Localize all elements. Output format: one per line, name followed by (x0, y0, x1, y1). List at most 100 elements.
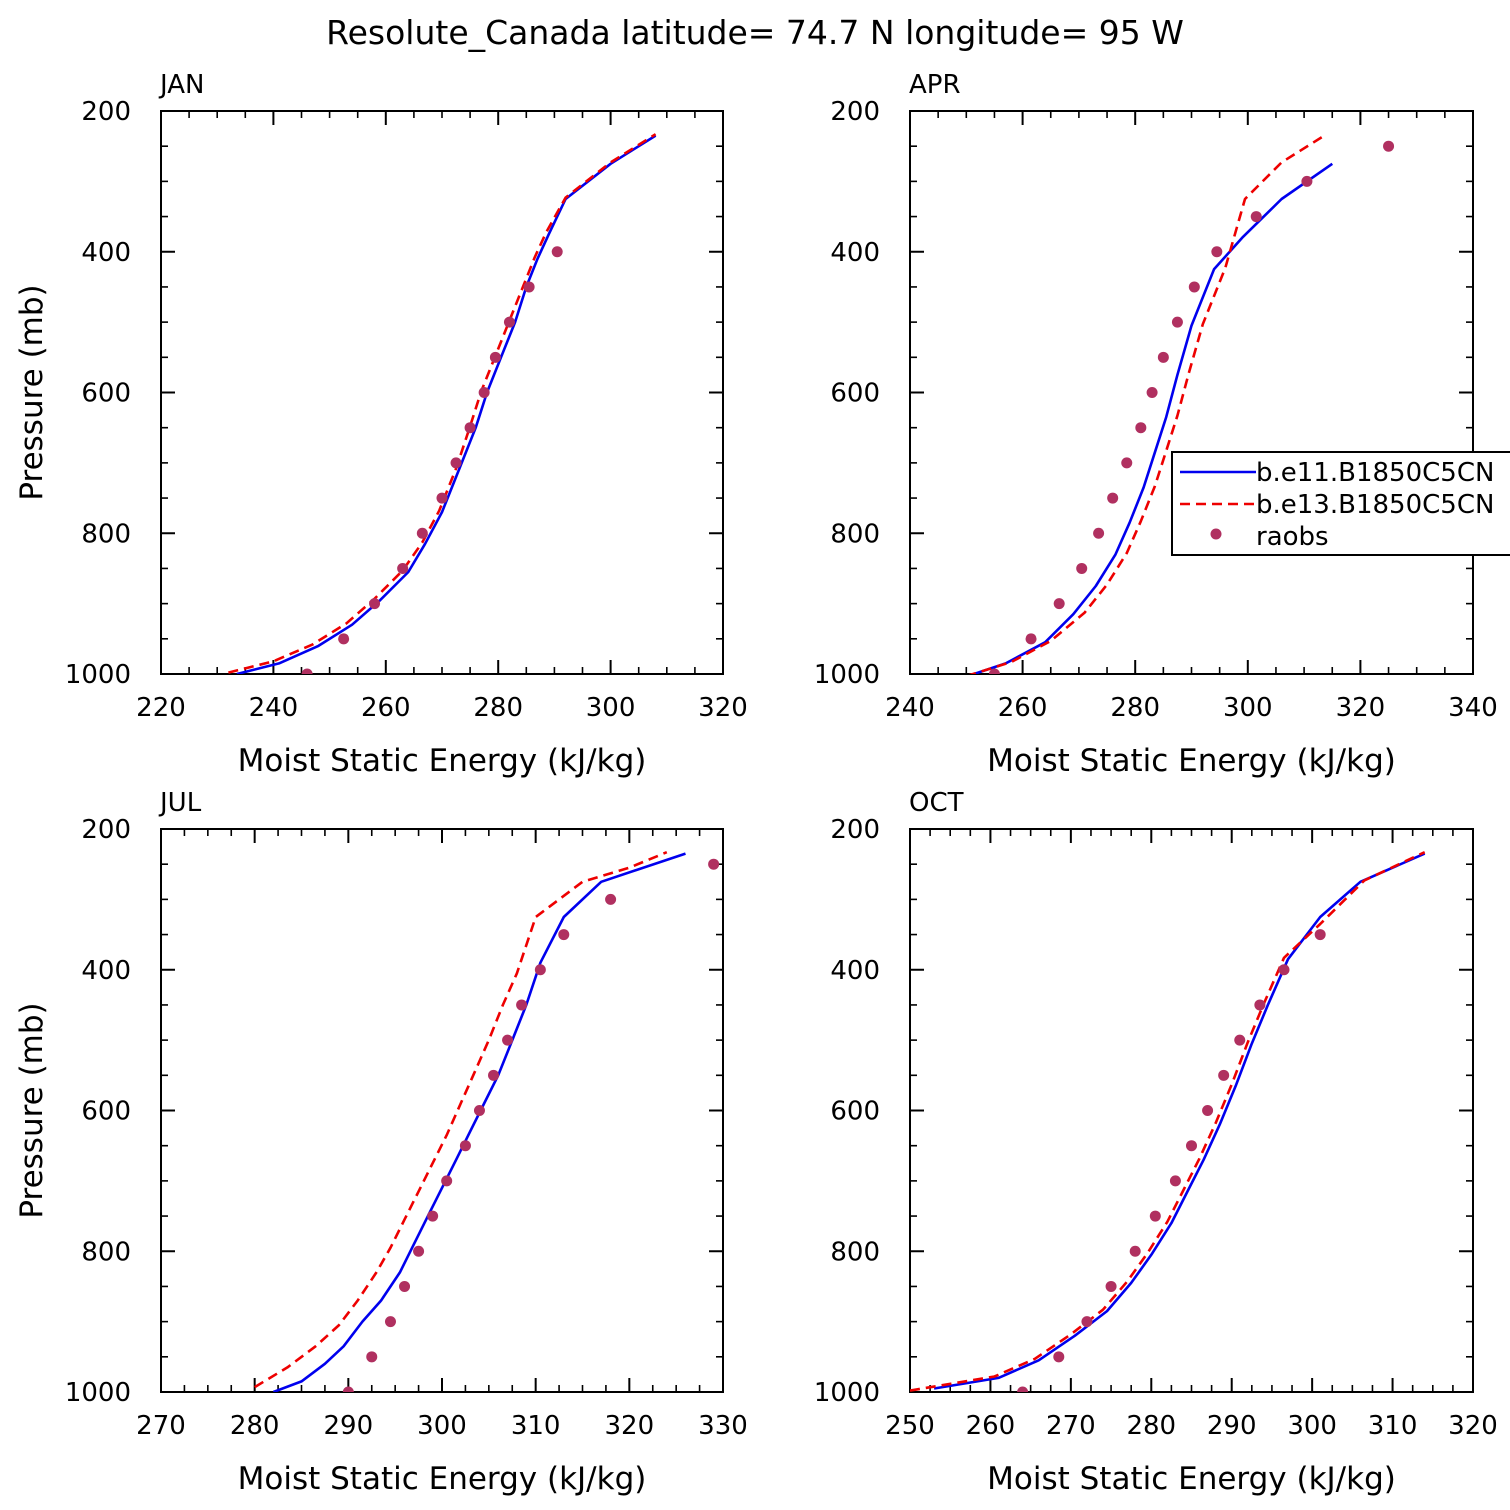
raobs-point (1135, 422, 1147, 434)
y-tick-label: 400 (830, 956, 880, 986)
raobs-point (464, 422, 476, 434)
raobs-point (1254, 999, 1266, 1011)
series-group (968, 133, 1395, 674)
raobs-point (459, 1140, 471, 1152)
series-group (910, 851, 1426, 1392)
raobs-point (1076, 562, 1088, 574)
y-tick-label: 600 (81, 379, 131, 409)
x-tick-label: 320 (1336, 693, 1386, 723)
x-tick-label: 320 (698, 693, 748, 723)
plot-frame (160, 110, 724, 675)
panel-jul: 270 280 290 300 310 320 330 200 400 600 800 1000 JUL… (14, 788, 748, 1497)
panel-label: JUL (158, 788, 202, 818)
legend-label-3: raobs (1256, 522, 1329, 552)
raobs-point (1314, 929, 1326, 941)
series-line-2 (968, 133, 1328, 674)
raobs-point (1025, 633, 1037, 645)
x-tick-label: 330 (698, 1411, 748, 1441)
raobs-point (708, 858, 720, 870)
series-line-2 (910, 851, 1426, 1392)
series-line-2 (254, 850, 668, 1389)
x-tick-label: 340 (1448, 693, 1498, 723)
raobs-point (1105, 1280, 1117, 1292)
figure-title: Resolute_Canada latitude= 74.7 N longitu… (326, 13, 1184, 52)
x-axis-label: Moist Static Energy (kJ/kg) (238, 743, 647, 779)
legend-swatch-marker (1210, 528, 1222, 540)
raobs-point (1129, 1245, 1141, 1257)
legend-label-1: b.e11.B1850C5CN (1256, 458, 1494, 488)
x-tick-label: 290 (1207, 1411, 1257, 1441)
raobs-point (1093, 527, 1105, 539)
y-tick-label: 400 (830, 238, 880, 268)
raobs-point (338, 633, 350, 645)
raobs-point (441, 1175, 453, 1187)
raobs-point (436, 492, 448, 504)
series-group (254, 850, 720, 1392)
raobs-point (1383, 140, 1395, 152)
series-line-1 (236, 134, 657, 674)
x-tick-label: 310 (511, 1411, 561, 1441)
raobs-point (397, 562, 409, 574)
panel-label: JAN (158, 70, 204, 100)
panel-label: APR (909, 70, 961, 100)
raobs-point (301, 668, 313, 674)
plot-frame (160, 828, 724, 1393)
raobs-point (369, 598, 381, 610)
x-tick-label: 320 (1448, 1411, 1498, 1441)
raobs-point (489, 351, 501, 363)
y-tick-label: 800 (830, 519, 880, 549)
raobs-point (988, 668, 1000, 674)
y-tick-label: 600 (830, 379, 880, 409)
x-tick-label: 300 (586, 693, 636, 723)
raobs-point (413, 1245, 425, 1257)
raobs-point (1234, 1034, 1246, 1046)
raobs-point (534, 964, 546, 976)
series-line-1 (272, 852, 686, 1392)
raobs-point (342, 1386, 354, 1392)
y-axis-label: Pressure (mb) (14, 1002, 50, 1218)
raobs-point (551, 246, 563, 258)
raobs-point (488, 1069, 500, 1081)
raobs-point (450, 457, 462, 469)
x-tick-label: 260 (966, 1411, 1016, 1441)
panel-label: OCT (909, 788, 964, 818)
raobs-point (427, 1210, 439, 1222)
series-group (228, 133, 657, 674)
y-tick-label: 200 (830, 97, 880, 127)
raobs-point (1218, 1069, 1230, 1081)
raobs-point (1171, 316, 1183, 328)
raobs-point (1250, 211, 1262, 223)
raobs-point (1211, 246, 1223, 258)
panel-apr: 240 260 280 300 320 340 200 400 600 800 1000 APR Moi… (814, 70, 1510, 779)
x-tick-label: 300 (1223, 693, 1273, 723)
raobs-point (1107, 492, 1119, 504)
raobs-point (1017, 1386, 1029, 1392)
x-axis-label: Moist Static Energy (kJ/kg) (987, 1461, 1396, 1497)
y-tick-label: 400 (81, 238, 131, 268)
x-tick-label: 280 (230, 1411, 280, 1441)
x-tick-label: 270 (1046, 1411, 1096, 1441)
raobs-point (416, 527, 428, 539)
raobs-point (399, 1280, 411, 1292)
raobs-point (366, 1351, 378, 1363)
panel-oct: 250 260 270 280 290 300 310 320 200 400 600 800 1000… (814, 788, 1498, 1497)
legend-label-2: b.e13.B1850C5CN (1256, 490, 1494, 520)
y-tick-label: 1000 (814, 1378, 880, 1408)
y-tick-label: 200 (81, 97, 131, 127)
raobs-point (523, 281, 535, 293)
y-tick-label: 1000 (814, 660, 880, 690)
raobs-point (1169, 1175, 1181, 1187)
x-tick-label: 300 (1287, 1411, 1337, 1441)
raobs-point (605, 893, 617, 905)
raobs-point (1121, 457, 1133, 469)
panel-jan: 220 240 260 280 300 320 200 400 600 800 1000 JAN Moi… (14, 70, 748, 779)
raobs-point (478, 387, 490, 398)
raobs-point (1157, 351, 1169, 363)
y-tick-label: 600 (830, 1097, 880, 1127)
y-tick-label: 800 (830, 1237, 880, 1267)
series-line-2 (228, 133, 657, 674)
y-tick-label: 800 (81, 1237, 131, 1267)
x-tick-label: 300 (417, 1411, 467, 1441)
raobs-point (384, 1316, 396, 1328)
